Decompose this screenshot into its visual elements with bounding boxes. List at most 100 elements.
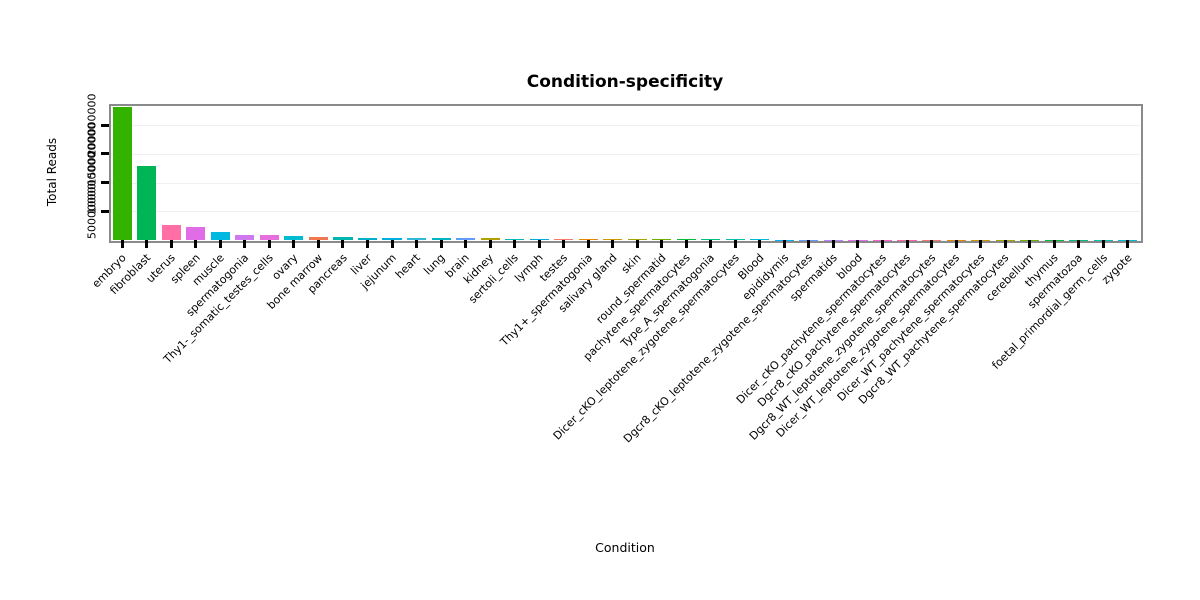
x-axis-tick <box>733 240 737 248</box>
x-axis-tick <box>1052 240 1056 248</box>
x-axis-tick <box>1003 240 1007 248</box>
y-tick-label: 200000000 <box>85 93 99 157</box>
bar-spermatids <box>823 239 843 240</box>
x-axis-tick <box>292 240 296 248</box>
bar-salivary-gland <box>603 239 623 240</box>
y-axis-title: Total Reads <box>45 137 59 207</box>
x-axis-tick <box>218 240 222 248</box>
x-axis-tick <box>415 240 419 248</box>
bar-dgcr8-wt-leptotene-zygotene-spermatocytes <box>921 239 942 240</box>
bar-dgcr8-wt-pachytene-spermatocytes <box>995 239 1015 240</box>
bar-dgcr8-cko-pachytene-spermatocytes <box>897 239 917 240</box>
bar-bone-marrow <box>308 236 328 240</box>
gridline <box>110 211 1140 213</box>
x-axis-tick <box>316 240 320 248</box>
bar-heart <box>406 238 427 240</box>
x-axis-tick <box>194 240 198 248</box>
bar-blood <box>848 239 868 240</box>
x-tick-label: heart <box>393 251 424 282</box>
bar-testes <box>554 238 574 240</box>
x-axis-tick <box>831 240 835 248</box>
x-tick-label: lung <box>421 251 448 278</box>
y-axis-tick <box>101 209 109 213</box>
bar-thymus <box>1044 239 1064 240</box>
x-axis-tick <box>758 240 762 248</box>
gridline <box>110 153 1140 155</box>
bar-brain <box>456 238 476 240</box>
bar-lung <box>431 238 451 240</box>
x-axis-tick <box>954 240 958 248</box>
x-axis-tick <box>807 240 811 248</box>
y-axis-tick <box>101 123 109 127</box>
x-axis-tick <box>635 240 639 248</box>
y-axis-tick <box>101 181 109 185</box>
bar-fibroblast <box>137 166 157 240</box>
bar-thy1-spermatogonia <box>578 238 598 240</box>
x-axis-tick <box>513 240 517 248</box>
x-axis-tick <box>145 240 149 248</box>
x-axis-title: Condition <box>595 540 655 555</box>
x-axis-tick <box>1126 240 1130 248</box>
bar-sertoli-cells <box>505 238 525 240</box>
bar-dicer-wt-pachytene-spermatocytes <box>971 239 991 240</box>
bar-dicer-wt-leptotene-zygotene-spermatocytes <box>946 239 966 240</box>
bar-liver <box>357 237 378 240</box>
bar-epididymis <box>774 239 794 240</box>
bar-skin <box>627 239 647 240</box>
chart-title: Condition-specificity <box>526 72 724 92</box>
bar-muscle <box>210 231 230 240</box>
x-axis-tick <box>930 240 934 248</box>
bar-cerebellum <box>1020 239 1040 240</box>
x-axis-tick <box>341 240 345 248</box>
x-axis-tick <box>856 240 860 248</box>
bar-pachytene-spermatocytes <box>676 239 696 240</box>
x-axis-tick <box>660 240 664 248</box>
x-axis-tick <box>782 240 786 248</box>
x-axis-tick <box>267 240 271 248</box>
bar-dicer-cko-pachytene-spermatocytes <box>872 239 893 240</box>
x-axis-tick <box>1028 240 1032 248</box>
x-axis-tick <box>979 240 983 248</box>
gridline <box>110 125 1140 127</box>
x-axis-tick <box>464 240 468 248</box>
bar-kidney <box>480 238 500 240</box>
bar-jejunum <box>382 237 402 240</box>
x-axis-tick <box>1077 240 1081 248</box>
x-axis-tick <box>537 240 541 248</box>
x-axis-tick <box>120 240 124 248</box>
plot-area <box>110 105 1140 240</box>
bar-zygote <box>1118 239 1138 240</box>
bar-thy1-somatic-testes-cells <box>259 235 279 240</box>
x-axis-tick <box>243 240 247 248</box>
x-axis-tick <box>684 240 688 248</box>
gridline <box>110 182 1140 184</box>
x-axis-tick <box>586 240 590 248</box>
bar-spleen <box>186 227 206 240</box>
bar-spermatozoa <box>1069 239 1089 240</box>
bar-round-spermatid <box>652 239 672 240</box>
bar-dicer-cko-leptotene-zygotene-spermatocytes <box>725 239 745 240</box>
bar-foetal-primordial-germ-cells <box>1093 239 1113 240</box>
x-axis-tick <box>709 240 713 248</box>
bar-blood <box>750 239 770 240</box>
x-axis-tick <box>611 240 615 248</box>
bar-dgcr8-cko-leptotene-zygotene-spermatocytes <box>799 239 819 240</box>
x-axis-tick <box>390 240 394 248</box>
bar-spermatogonia <box>235 234 255 240</box>
x-axis-tick <box>169 240 173 248</box>
bar-pancreas <box>333 237 353 240</box>
x-axis-tick <box>905 240 909 248</box>
bar-ovary <box>284 236 304 240</box>
bar-uterus <box>161 225 181 240</box>
bar-type-a-spermatogonia <box>701 239 721 240</box>
bar-lymph <box>529 238 549 240</box>
x-axis-tick <box>1101 240 1105 248</box>
x-axis-tick <box>562 240 566 248</box>
bar-embryo <box>112 106 132 240</box>
x-axis-tick <box>488 240 492 248</box>
y-axis-tick <box>101 152 109 156</box>
x-axis-tick <box>881 240 884 248</box>
x-axis-tick <box>366 240 369 248</box>
x-axis-tick <box>439 240 443 248</box>
